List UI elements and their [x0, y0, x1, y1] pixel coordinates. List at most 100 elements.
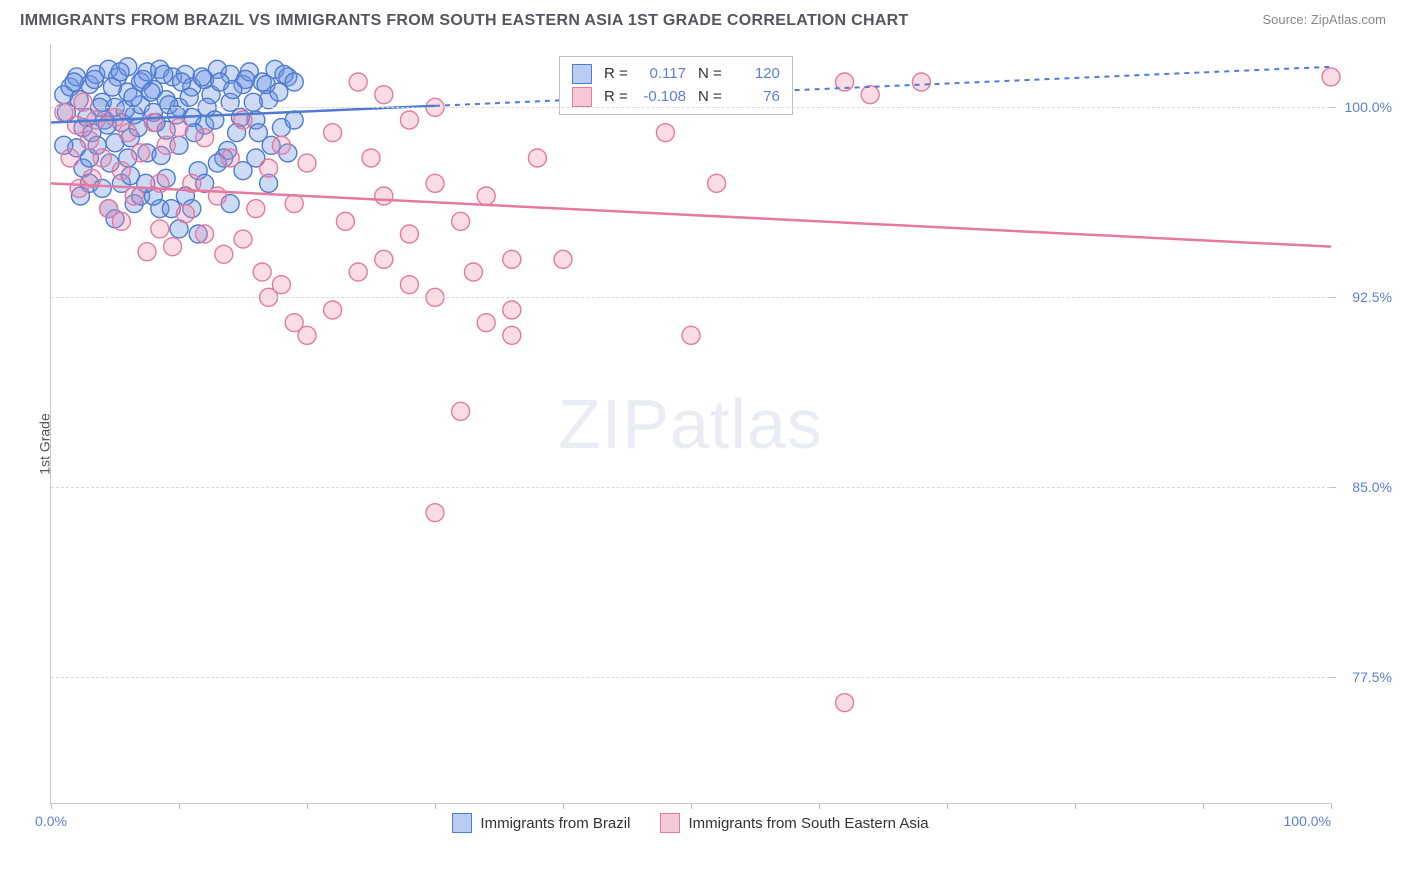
data-point [244, 93, 262, 111]
y-tick-label: 100.0% [1345, 99, 1392, 115]
data-point [375, 86, 393, 104]
data-point [861, 86, 879, 104]
legend-label: Immigrants from South Eastern Asia [688, 815, 928, 832]
scatter-svg [51, 44, 1331, 804]
data-point [912, 73, 930, 91]
legend-row: R = 0.117 N = 120 [572, 63, 780, 86]
data-point [164, 238, 182, 256]
data-point [400, 225, 418, 243]
data-point [426, 174, 444, 192]
data-point [324, 124, 342, 142]
data-point [68, 116, 86, 134]
data-point [375, 187, 393, 205]
data-point [362, 149, 380, 167]
legend-swatch [572, 87, 592, 107]
data-point [464, 263, 482, 281]
source-attribution: Source: ZipAtlas.com [1262, 12, 1386, 27]
data-point [400, 111, 418, 129]
data-point [452, 212, 470, 230]
data-point [93, 149, 111, 167]
data-point [65, 73, 83, 91]
data-point [298, 154, 316, 172]
x-tick-label: 100.0% [1284, 813, 1331, 829]
legend-swatch [452, 813, 472, 833]
n-stat: N = 76 [698, 86, 780, 109]
data-point [272, 276, 290, 294]
data-point [836, 694, 854, 712]
data-point [193, 68, 211, 86]
chart-title: IMMIGRANTS FROM BRAZIL VS IMMIGRANTS FRO… [20, 12, 909, 30]
data-point [270, 83, 288, 101]
data-point [285, 195, 303, 213]
r-stat: R = -0.108 [604, 86, 686, 109]
legend-row: R = -0.108 N = 76 [572, 86, 780, 109]
data-point [349, 73, 367, 91]
series-legend: Immigrants from Brazil Immigrants from So… [51, 813, 1330, 833]
y-tick-label: 77.5% [1352, 669, 1392, 685]
data-point [124, 88, 142, 106]
legend-swatch [660, 813, 680, 833]
data-point [375, 250, 393, 268]
data-point [656, 124, 674, 142]
stats-legend-box: R = 0.117 N = 120 R = -0.108 N = 76 [559, 56, 793, 115]
legend-swatch [572, 64, 592, 84]
data-point [106, 108, 124, 126]
data-point [112, 212, 130, 230]
data-point [80, 131, 98, 149]
data-point [253, 263, 271, 281]
legend-item: Immigrants from South Eastern Asia [660, 813, 928, 833]
data-point [234, 230, 252, 248]
data-point [176, 205, 194, 223]
n-stat: N = 120 [698, 63, 780, 86]
data-point [237, 70, 255, 88]
data-point [682, 326, 700, 344]
data-point [125, 187, 143, 205]
data-point [452, 402, 470, 420]
data-point [285, 73, 303, 91]
data-point [196, 225, 214, 243]
data-point [144, 114, 162, 132]
gridline [51, 297, 1330, 298]
data-point [157, 136, 175, 154]
data-point [111, 63, 129, 81]
data-point [336, 212, 354, 230]
gridline [51, 107, 1330, 108]
data-point [74, 93, 92, 111]
data-point [61, 149, 79, 167]
data-point [170, 119, 188, 137]
r-stat: R = 0.117 [604, 63, 686, 86]
data-point [503, 250, 521, 268]
data-point [426, 504, 444, 522]
gridline [51, 677, 1330, 678]
data-point [324, 301, 342, 319]
data-point [349, 263, 367, 281]
data-point [260, 159, 278, 177]
data-point [272, 136, 290, 154]
plot-area: ZIPatlas R = 0.117N = 120R = -0.108N = 7… [50, 44, 1330, 804]
data-point [247, 200, 265, 218]
x-tick-label: 0.0% [35, 813, 67, 829]
legend-item: Immigrants from Brazil [452, 813, 630, 833]
data-point [180, 88, 198, 106]
data-point [477, 187, 495, 205]
legend-label: Immigrants from Brazil [480, 815, 630, 832]
data-point [119, 124, 137, 142]
chart-container: 1st Grade ZIPatlas R = 0.117N = 120R = -… [50, 44, 1390, 844]
data-point [86, 70, 104, 88]
data-point [112, 162, 130, 180]
data-point [196, 129, 214, 147]
y-tick-label: 92.5% [1352, 289, 1392, 305]
data-point [221, 149, 239, 167]
data-point [206, 111, 224, 129]
data-point [708, 174, 726, 192]
data-point [208, 187, 226, 205]
data-point [528, 149, 546, 167]
data-point [215, 245, 233, 263]
data-point [151, 220, 169, 238]
gridline [51, 487, 1330, 488]
data-point [400, 276, 418, 294]
data-point [138, 243, 156, 261]
data-point [142, 83, 160, 101]
data-point [285, 111, 303, 129]
data-point [554, 250, 572, 268]
